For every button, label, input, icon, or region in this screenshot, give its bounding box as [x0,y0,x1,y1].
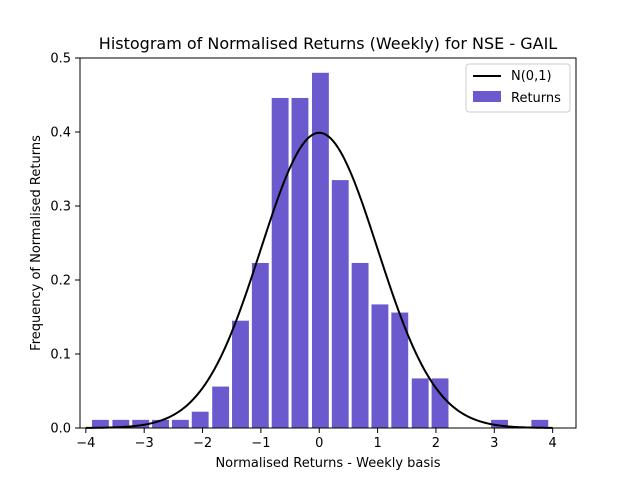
x-tick-label: 1 [373,436,381,451]
chart-title: Histogram of Normalised Returns (Weekly)… [99,34,558,53]
legend: N(0,1) Returns [465,63,571,113]
legend-bar-swatch [473,91,501,102]
x-tick-label: −1 [251,436,270,451]
histogram-bar [271,97,289,429]
histogram-bar [331,180,349,428]
x-tick-label: 4 [549,436,557,451]
histogram-bar [531,419,549,428]
y-tick-label: 0.0 [50,422,71,437]
histogram-bars [91,72,549,429]
y-tick-label: 0.3 [50,200,71,215]
histogram-bar [91,419,109,428]
histogram-bar [251,262,269,428]
histogram-bar [191,411,209,428]
y-tick-label: 0.4 [50,126,71,141]
x-tick-label: −2 [193,436,212,451]
x-tick-label: 0 [315,436,323,451]
x-axis-ticks: −4 −3 −2 −1 0 1 2 3 4 [76,428,557,451]
histogram-bar [291,97,309,429]
x-tick-label: 3 [490,436,498,451]
y-tick-label: 0.2 [50,274,71,289]
y-tick-label: 0.1 [50,348,71,363]
histogram-bar [152,419,169,428]
y-axis-ticks: 0.0 0.1 0.2 0.3 0.4 0.5 [50,52,80,437]
histogram-bar [112,419,130,428]
x-axis-label: Normalised Returns - Weekly basis [215,456,440,471]
x-tick-label: −3 [135,436,154,451]
histogram-bar [491,419,508,428]
histogram-bar [311,72,329,429]
x-tick-label: 2 [432,436,440,451]
histogram-bar [351,262,369,428]
plot-frame [79,57,577,429]
histogram-bar [371,304,389,428]
normal-curve-line [85,131,553,429]
legend-label-bars: Returns [511,91,561,106]
legend-label-line: N(0,1) [511,69,552,84]
histogram-bar [431,378,449,428]
histogram-bar [132,419,150,428]
x-tick-label: −4 [76,436,95,451]
histogram-bar [391,312,409,428]
histogram-bar [411,378,429,428]
histogram-bar [171,419,189,428]
histogram-bar [212,386,230,428]
histogram-bar [232,320,249,428]
y-axis-label: Frequency of Normalised Returns [29,135,44,351]
y-tick-label: 0.5 [50,52,71,67]
